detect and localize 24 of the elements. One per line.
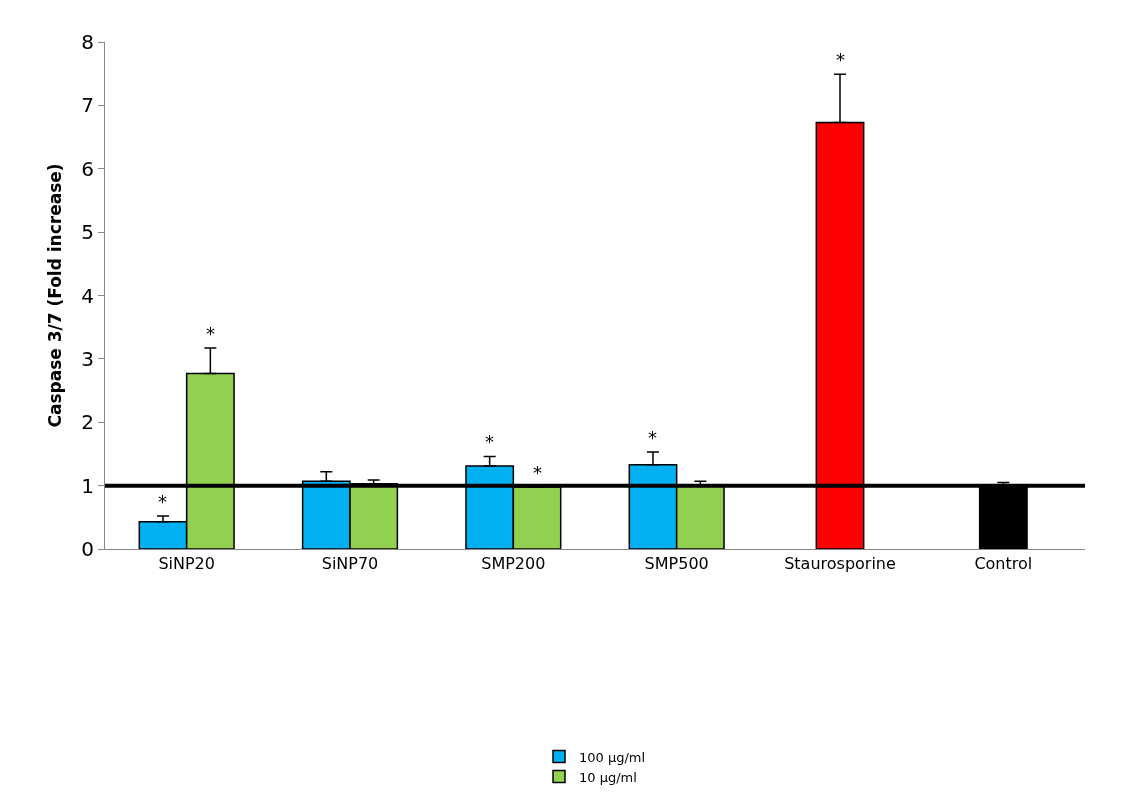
y-tick-label: 3 — [81, 346, 94, 371]
x-tick-label: SiNP20 — [158, 554, 215, 574]
y-tick-label: 0 — [81, 537, 94, 561]
y-tick-label: 8 — [81, 30, 94, 54]
y-tick-label: 5 — [81, 220, 94, 245]
y-tick-label: 1 — [81, 473, 94, 498]
annotation: * — [206, 323, 215, 344]
y-tick-label: 6 — [81, 156, 94, 181]
annotation: * — [836, 49, 845, 70]
y-tick-label: 4 — [81, 283, 94, 308]
x-tick-label: SMP200 — [481, 554, 546, 574]
annotation: * — [485, 431, 494, 452]
x-tick-label: SMP500 — [644, 554, 709, 574]
x-tick-label: SiNP70 — [321, 554, 379, 574]
x-tick-label: Control — [974, 554, 1033, 574]
annotation: * — [533, 462, 542, 483]
y-axis-title: Caspase 3/7 (Fold increase) — [44, 163, 65, 428]
legend-label: 10 µg/ml — [579, 769, 637, 785]
legend-label: 100 µg/ml — [579, 749, 646, 765]
x-tick-label: Staurosporine — [784, 554, 896, 574]
y-tick-label: 2 — [81, 410, 94, 435]
y-tick-label: 7 — [81, 93, 94, 118]
annotation: * — [648, 427, 657, 448]
annotation: * — [158, 491, 167, 512]
